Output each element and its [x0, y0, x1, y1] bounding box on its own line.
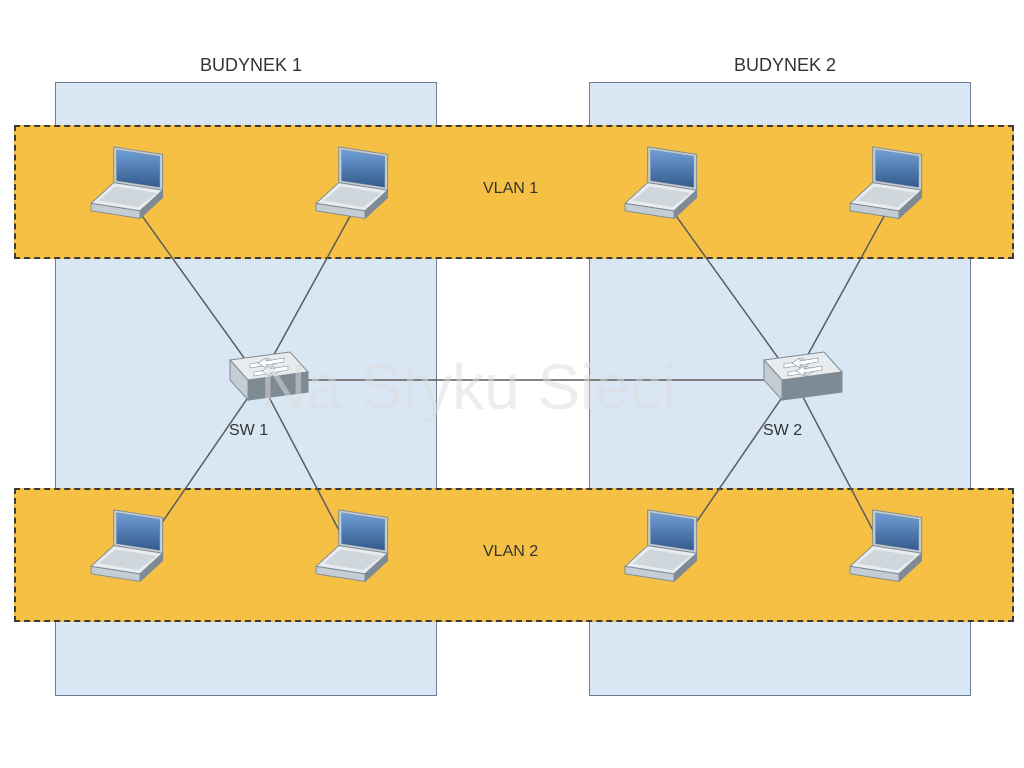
laptop-icon — [619, 508, 714, 593]
switch-1-label: SW 1 — [229, 422, 268, 440]
laptop-icon — [85, 508, 180, 593]
vlan-2-label: VLAN 2 — [483, 543, 538, 561]
vlan-1-label: VLAN 1 — [483, 180, 538, 198]
switch-icon — [210, 350, 310, 415]
building-2-title: BUDYNEK 2 — [734, 55, 836, 76]
switch-icon — [744, 350, 844, 415]
switch-2-label: SW 2 — [763, 422, 802, 440]
laptop-icon — [619, 145, 714, 230]
laptop-icon — [310, 145, 405, 230]
laptop-icon — [844, 508, 939, 593]
laptop-icon — [310, 508, 405, 593]
building-1-title: BUDYNEK 1 — [200, 55, 302, 76]
laptop-icon — [844, 145, 939, 230]
laptop-icon — [85, 145, 180, 230]
